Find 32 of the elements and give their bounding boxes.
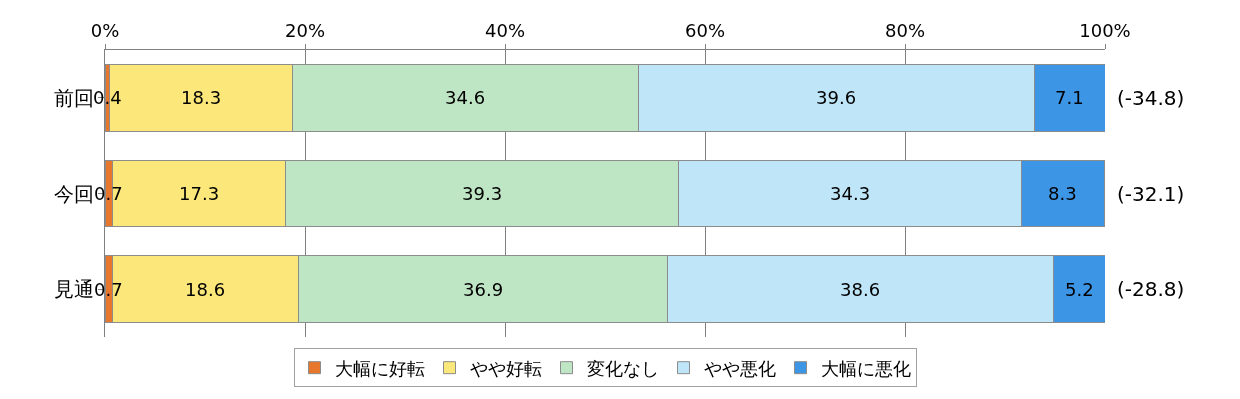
data-label: 38.6 [840, 279, 881, 300]
data-label: 36.9 [463, 279, 504, 300]
data-label: 18.3 [181, 87, 222, 108]
y-tick-label: 前回 [54, 85, 94, 110]
data-label: 0.4 [93, 87, 122, 108]
data-label: 8.3 [1048, 183, 1077, 204]
data-label: 7.1 [1055, 87, 1084, 108]
data-label: 39.3 [462, 183, 503, 204]
data-label: 0.7 [94, 183, 123, 204]
x-tick-label: 100% [1079, 19, 1131, 41]
x-tick-label: 80% [884, 19, 926, 41]
data-label: 39.6 [816, 87, 857, 108]
data-label: 0.7 [94, 279, 123, 300]
x-tick-label: 40% [484, 19, 526, 41]
x-tick-label: 0% [90, 19, 120, 41]
legend-label: 大幅に悪化 [820, 357, 911, 379]
legend-label: 変化なし [586, 357, 659, 379]
x-tick-label: 60% [684, 19, 726, 41]
data-label: 17.3 [179, 183, 220, 204]
legend-label: 大幅に好転 [334, 357, 425, 379]
x-tick-label: 20% [284, 19, 326, 41]
legend-label: やや好転 [469, 357, 542, 379]
y-tick-label: 今回 [54, 181, 94, 206]
text: (-34.8) [1117, 86, 1185, 110]
y-tick-label: 見通 [54, 277, 94, 302]
text: (-32.1) [1117, 182, 1185, 206]
text: (-28.8) [1117, 277, 1185, 301]
legend-label: やや悪化 [703, 357, 776, 379]
data-label: 5.2 [1065, 279, 1094, 300]
data-label: 18.6 [185, 279, 226, 300]
data-label: 34.3 [830, 183, 871, 204]
data-label: 34.6 [445, 87, 486, 108]
